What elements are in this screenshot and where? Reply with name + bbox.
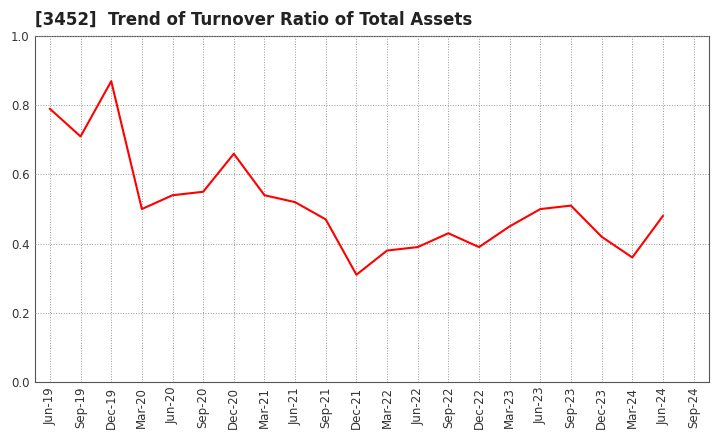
Text: [3452]  Trend of Turnover Ratio of Total Assets: [3452] Trend of Turnover Ratio of Total …: [35, 11, 472, 29]
